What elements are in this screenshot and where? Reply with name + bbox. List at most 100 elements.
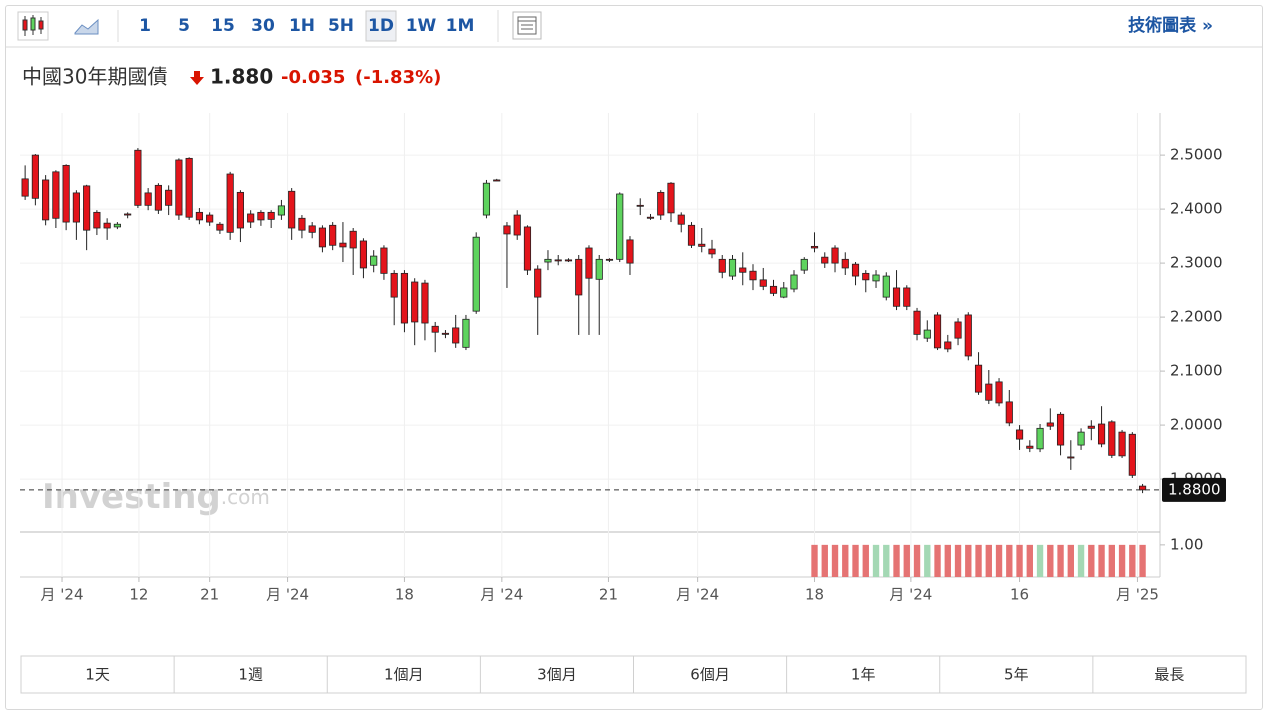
candle-body xyxy=(318,227,327,248)
candle-body xyxy=(739,267,747,273)
instrument-name: 中國30年期國債 xyxy=(22,65,167,89)
candle-body xyxy=(995,381,1003,404)
range-button[interactable]: 1個月 xyxy=(384,666,424,684)
candle-body xyxy=(503,225,511,235)
volume-bar xyxy=(913,544,921,577)
volume-bar xyxy=(893,544,900,577)
marks xyxy=(21,148,1147,577)
tech-chart-link[interactable]: 技術圖表 » xyxy=(1128,15,1213,36)
interval-button[interactable]: 5 xyxy=(178,16,190,36)
candle-body xyxy=(52,171,60,219)
volume-bar xyxy=(1077,544,1085,577)
range-button[interactable]: 5年 xyxy=(1004,666,1029,684)
candle-body xyxy=(728,258,737,277)
volume-bar xyxy=(995,544,1003,577)
candle-body xyxy=(749,270,757,281)
range-button[interactable]: 3個月 xyxy=(537,666,577,684)
candle-body xyxy=(1046,422,1054,427)
volume-bar xyxy=(842,544,849,577)
candle-body xyxy=(1056,413,1065,446)
candle-body xyxy=(175,159,183,216)
x-tick-label: 12 xyxy=(129,586,148,604)
volume-tick-label: 1.00 xyxy=(1170,535,1203,553)
volume-bar xyxy=(852,544,859,577)
x-tick-label: 月 '24 xyxy=(41,586,84,604)
icon-part xyxy=(517,16,537,35)
interval-button[interactable]: 15 xyxy=(211,16,235,36)
candle-body xyxy=(1036,427,1044,450)
volume-bar xyxy=(944,544,951,577)
x-tick-label: 月 '24 xyxy=(266,586,309,604)
range-button[interactable]: 1天 xyxy=(85,666,110,684)
candle-body xyxy=(226,173,234,233)
candle-body xyxy=(585,247,593,279)
interval-button[interactable]: 1W xyxy=(406,16,437,36)
range-button[interactable]: 1年 xyxy=(851,666,876,684)
candle-body xyxy=(657,191,665,216)
candle-body xyxy=(636,204,644,207)
candle-body xyxy=(872,274,880,282)
interval-button[interactable]: 5H xyxy=(328,16,354,36)
candle-body xyxy=(431,325,439,333)
volume-bar xyxy=(862,544,869,577)
widget-frame xyxy=(5,5,1263,710)
volume-bar xyxy=(831,544,839,577)
candle-body xyxy=(31,154,39,199)
y-tick-label: 2.4000 xyxy=(1170,200,1223,218)
candle-body xyxy=(687,224,696,246)
candle-body xyxy=(154,184,162,211)
volume-bar xyxy=(1016,544,1023,577)
interval-button[interactable]: 1M xyxy=(446,16,475,36)
candle-body xyxy=(1108,421,1116,456)
volume-bar xyxy=(1006,544,1013,577)
candle-body xyxy=(544,258,552,263)
candle-body xyxy=(1015,429,1024,440)
candle-body xyxy=(452,327,460,344)
current-price-label: 1.8800 xyxy=(1168,480,1221,498)
candle-body xyxy=(421,282,429,324)
interval-button[interactable]: 1D xyxy=(368,16,394,36)
x-tick-label: 月 '24 xyxy=(480,586,523,604)
active-interval-bg[interactable] xyxy=(365,10,397,42)
candle-body xyxy=(1077,431,1085,446)
x-tick-label: 月 '25 xyxy=(1116,586,1159,604)
candle-body xyxy=(913,310,921,335)
candle-body xyxy=(1128,433,1136,476)
watermark-domain: .com xyxy=(221,485,270,509)
area-icon[interactable] xyxy=(74,18,99,35)
volume-bar xyxy=(924,544,931,577)
watermark: Investing.com xyxy=(42,477,270,517)
x-tick-label: 21 xyxy=(599,586,618,604)
y-tick-label: 2.0000 xyxy=(1170,416,1223,434)
candle-body xyxy=(390,272,398,298)
volume-bar xyxy=(1057,544,1064,577)
interval-button[interactable]: 30 xyxy=(251,16,275,36)
candle-body xyxy=(892,287,901,307)
volume-bar xyxy=(954,544,962,577)
candle-body xyxy=(441,332,450,335)
candle-body xyxy=(370,255,378,266)
volume-bar xyxy=(872,544,880,577)
candle-body xyxy=(288,190,296,229)
candle-body xyxy=(21,178,29,197)
candle-body xyxy=(534,268,542,298)
layout-icon[interactable] xyxy=(512,11,542,40)
range-button[interactable]: 最長 xyxy=(1154,666,1184,684)
interval-button[interactable]: 1 xyxy=(139,16,151,36)
candle-body xyxy=(605,258,614,261)
range-button[interactable]: 1週 xyxy=(238,666,263,684)
volume-bar xyxy=(811,544,818,577)
candle-body xyxy=(933,314,942,349)
candle-body xyxy=(667,182,675,214)
x-tick-label: 18 xyxy=(805,586,824,604)
candle-body xyxy=(769,285,778,294)
candle-body xyxy=(841,258,849,269)
candle-icon[interactable] xyxy=(17,11,49,41)
candle-body xyxy=(124,213,132,216)
candle-body xyxy=(462,318,470,348)
range-button[interactable]: 6個月 xyxy=(690,666,730,684)
interval-button[interactable]: 1H xyxy=(289,16,315,36)
volume-bar xyxy=(1139,544,1146,577)
candle-body xyxy=(821,256,829,264)
